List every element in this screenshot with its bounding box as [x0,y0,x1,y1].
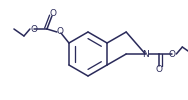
Text: O: O [30,24,37,34]
Text: O: O [156,64,163,74]
Text: O: O [49,8,56,18]
Text: O: O [169,50,176,58]
Text: N: N [142,50,149,58]
Text: O: O [56,28,63,36]
